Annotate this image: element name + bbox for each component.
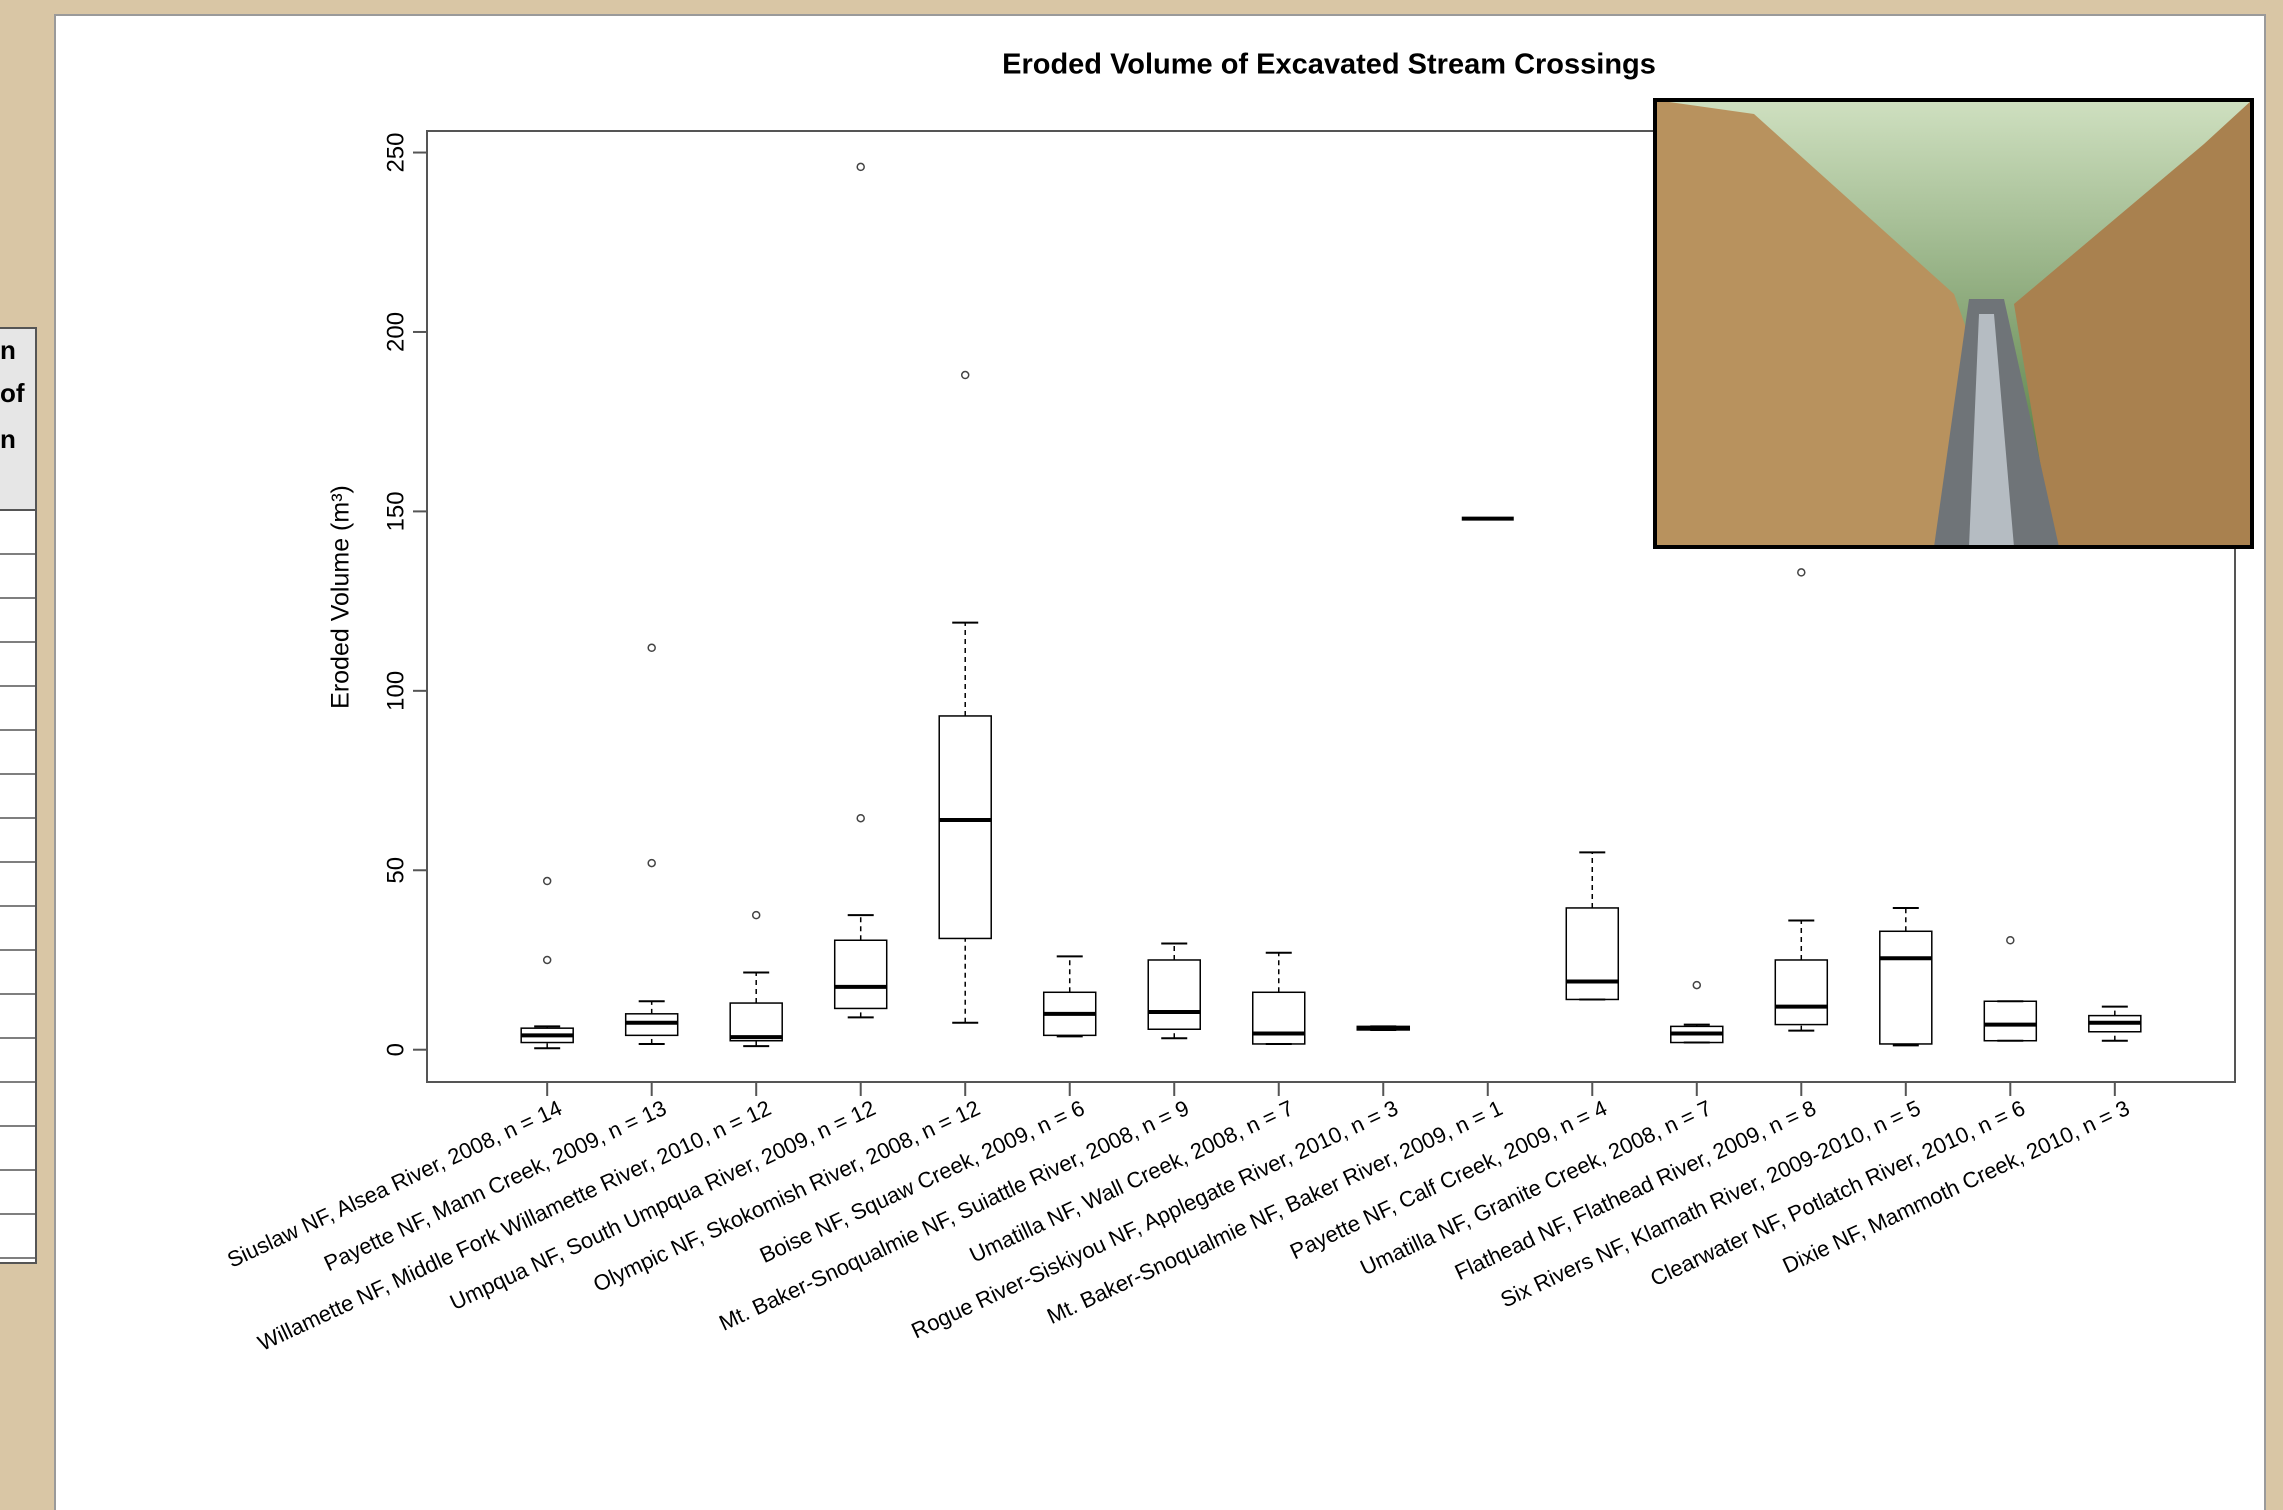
- y-tick-label: 100: [382, 671, 409, 711]
- photo-inset: [1655, 100, 2252, 547]
- side-table-header-text: n: [0, 335, 16, 365]
- side-table-header-text: n: [0, 424, 16, 454]
- y-tick-label: 200: [382, 312, 409, 352]
- chart: Eroded Volume of Excavated Stream Crossi…: [54, 14, 2266, 1510]
- y-tick-label: 150: [382, 491, 409, 531]
- chart-title: Eroded Volume of Excavated Stream Crossi…: [1002, 49, 1656, 81]
- side-table-header-text: of: [0, 378, 25, 408]
- y-tick-label: 0: [382, 1043, 409, 1056]
- page: n of n Eroded Volume of Excavated Stream…: [0, 0, 2283, 1510]
- side-table: n of n: [0, 0, 40, 1290]
- y-axis-label: Eroded Volume (m³): [327, 485, 355, 709]
- y-tick-label: 50: [382, 857, 409, 884]
- y-tick-label: 250: [382, 133, 409, 173]
